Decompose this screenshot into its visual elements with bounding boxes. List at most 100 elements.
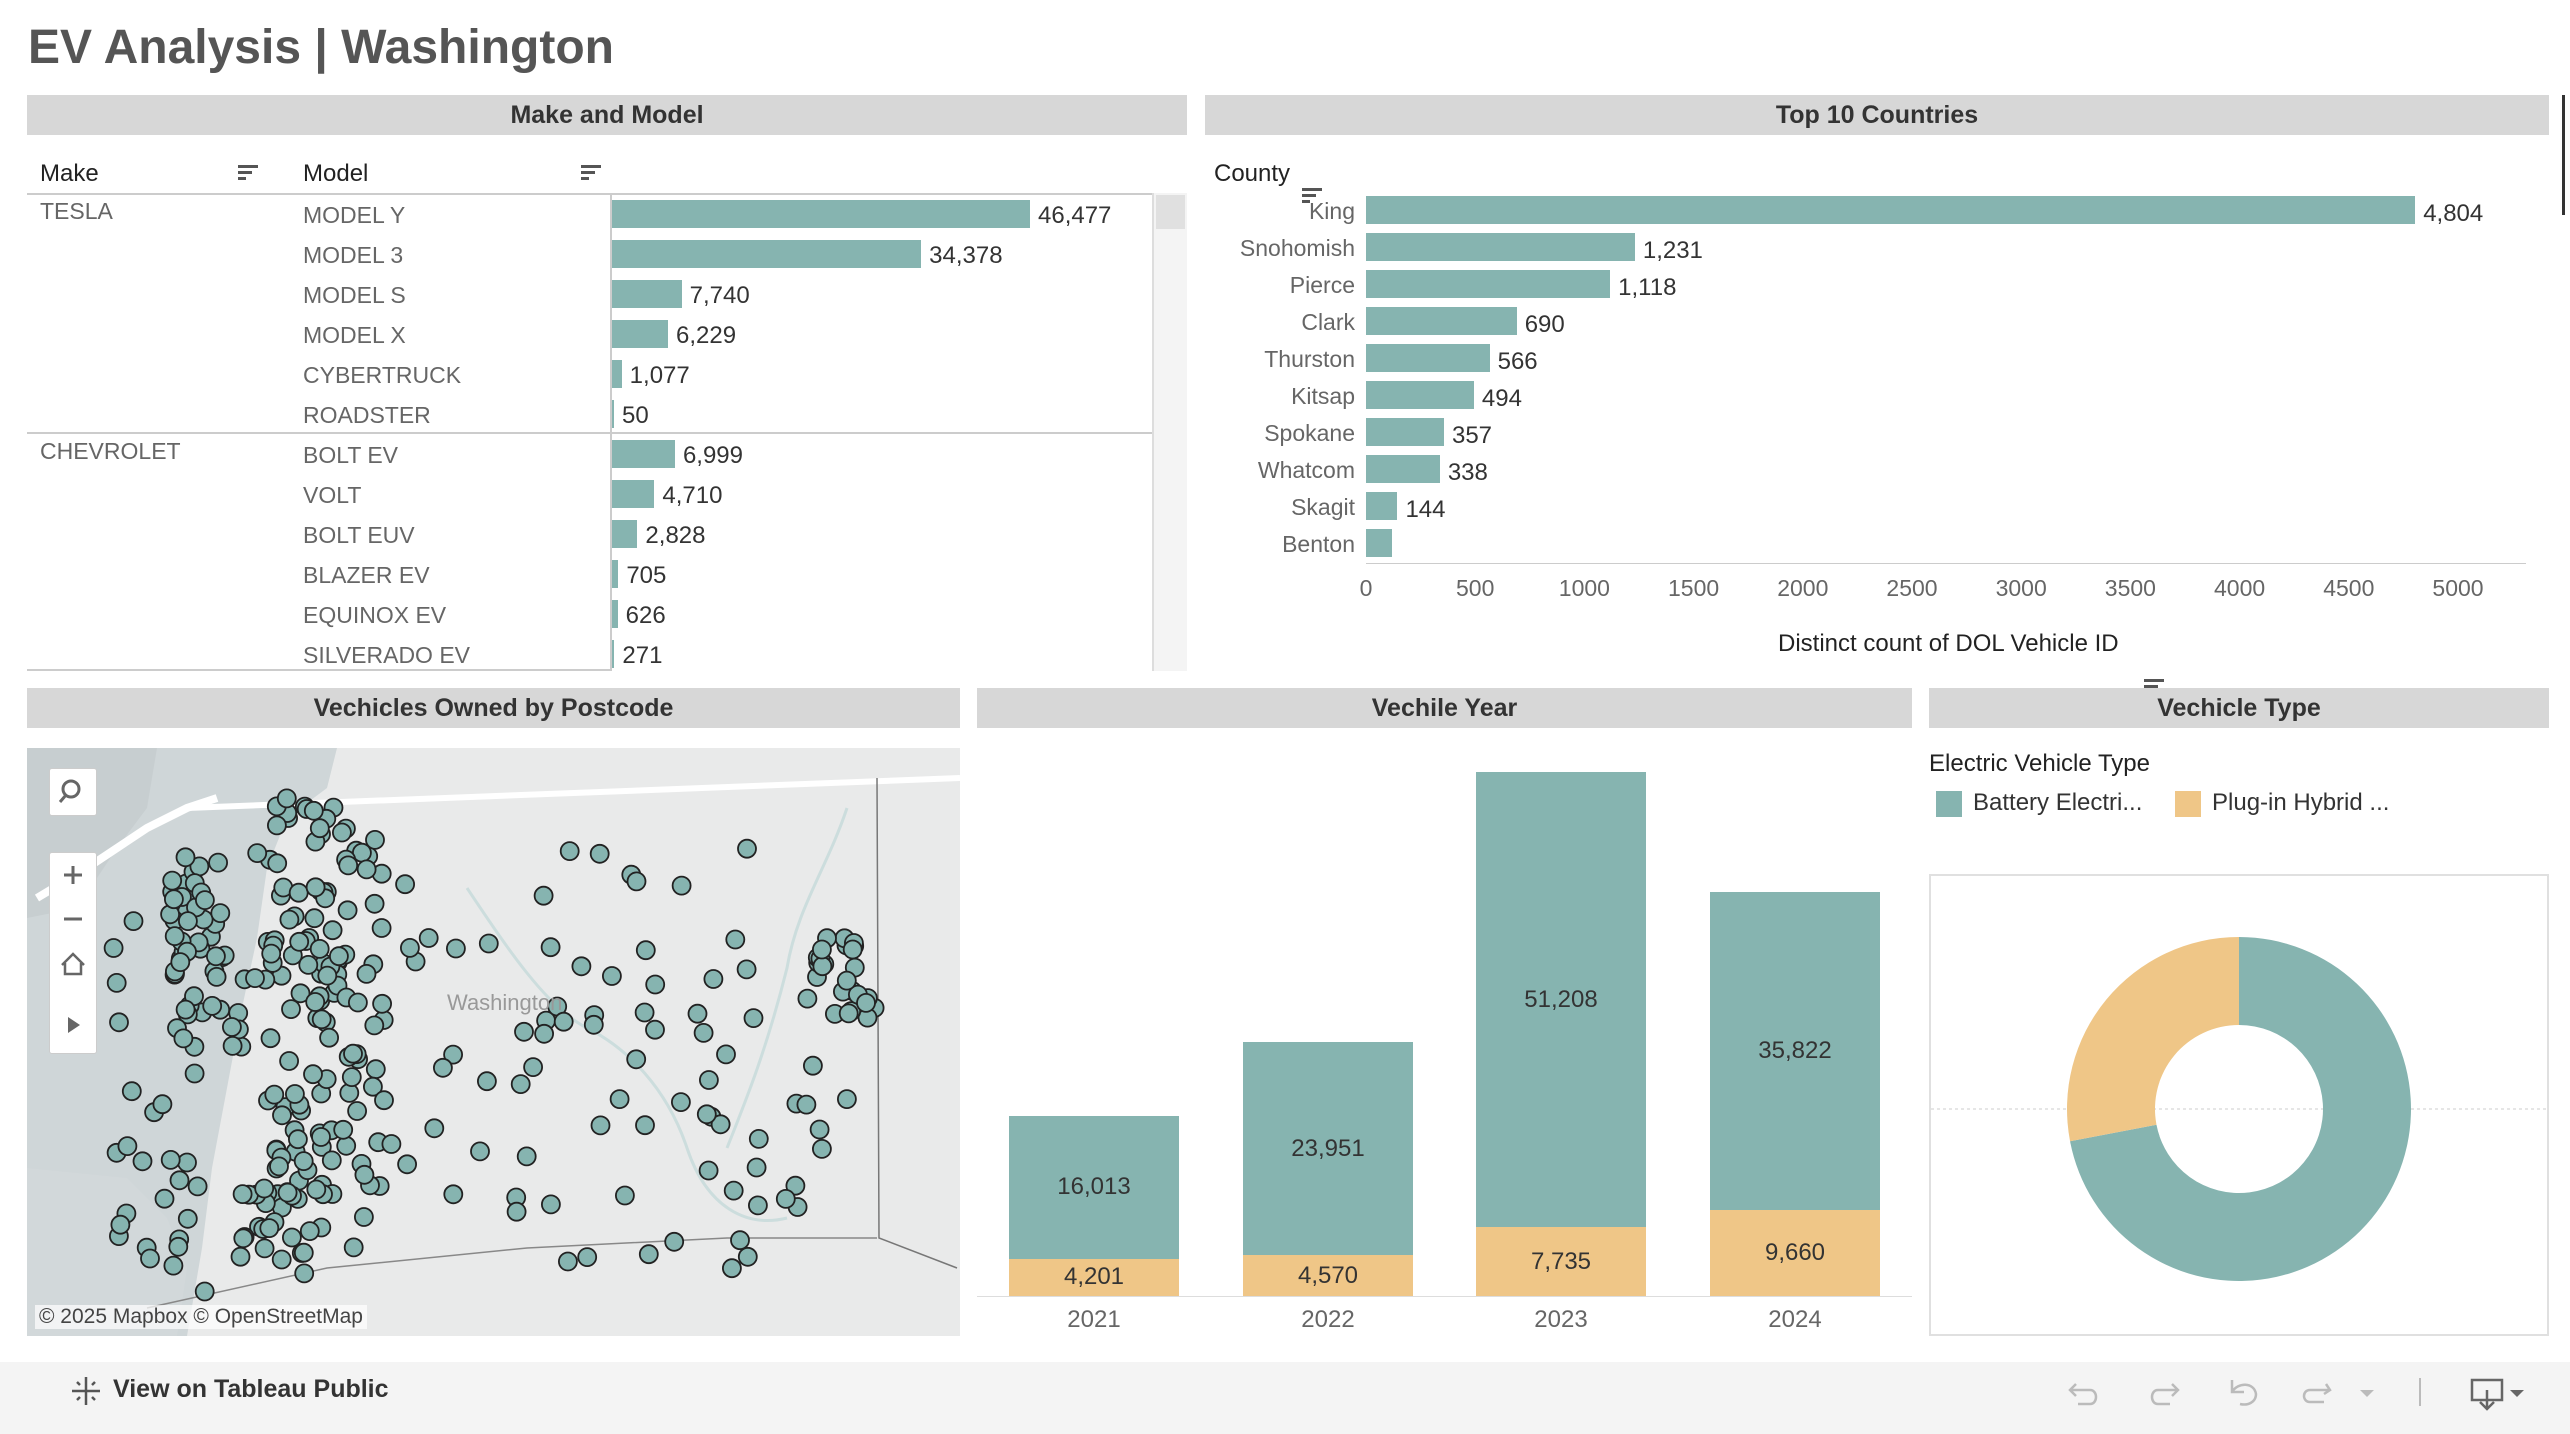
postcode-point[interactable]	[710, 1114, 731, 1135]
postcode-point[interactable]	[589, 843, 610, 864]
postcode-point[interactable]	[304, 908, 325, 929]
postcode-point[interactable]	[397, 1154, 418, 1175]
postcode-point[interactable]	[338, 855, 359, 876]
postcode-point[interactable]	[194, 1281, 215, 1302]
postcode-point[interactable]	[272, 1105, 292, 1126]
postcode-point[interactable]	[698, 1160, 719, 1181]
redo-button[interactable]	[2144, 1372, 2184, 1412]
legend-label-phev[interactable]: Plug-in Hybrid ...	[2212, 789, 2390, 816]
postcode-point[interactable]	[299, 1221, 320, 1242]
postcode-point[interactable]	[476, 1071, 497, 1092]
postcode-point[interactable]	[177, 911, 198, 932]
postcode-point[interactable]	[746, 1157, 767, 1178]
postcode-point[interactable]	[723, 1180, 744, 1201]
share-button[interactable]	[2468, 1372, 2528, 1412]
county-bar[interactable]	[1366, 492, 1398, 520]
model-bar[interactable]	[612, 320, 669, 348]
postcode-point[interactable]	[247, 843, 268, 863]
postcode-point[interactable]	[163, 1255, 184, 1276]
year-bar-phev[interactable]	[1243, 1255, 1413, 1296]
donut-slice-bev[interactable]	[2070, 937, 2411, 1281]
postcode-point[interactable]	[516, 1146, 537, 1167]
postcode-point[interactable]	[271, 1249, 292, 1270]
postcode-point[interactable]	[305, 992, 326, 1012]
postcode-point[interactable]	[210, 903, 231, 924]
year-bar-phev[interactable]	[1476, 1227, 1646, 1296]
postcode-point[interactable]	[260, 1028, 281, 1049]
postcode-point[interactable]	[540, 937, 561, 958]
postcode-point[interactable]	[558, 1251, 578, 1272]
reset-view-button[interactable]	[50, 941, 96, 985]
model-bar[interactable]	[612, 480, 655, 508]
postcode-point[interactable]	[372, 993, 393, 1014]
model-bar[interactable]	[612, 600, 618, 628]
county-bar[interactable]	[1366, 270, 1611, 298]
year-bar-bev[interactable]	[1476, 772, 1646, 1228]
postcode-point[interactable]	[232, 1184, 253, 1205]
postcode-point[interactable]	[177, 1152, 197, 1173]
postcode-point[interactable]	[293, 1242, 314, 1263]
year-bar-bev[interactable]	[1243, 1042, 1413, 1256]
postcode-point[interactable]	[432, 1057, 453, 1078]
postcode-point[interactable]	[443, 1044, 464, 1065]
postcode-point[interactable]	[177, 1208, 198, 1229]
postcode-point[interactable]	[602, 966, 622, 986]
postcode-point[interactable]	[645, 974, 666, 995]
postcode-point[interactable]	[287, 1129, 308, 1150]
postcode-point[interactable]	[797, 988, 818, 1009]
refresh-button[interactable]	[2296, 1372, 2336, 1412]
model-bar[interactable]	[612, 400, 614, 428]
postcode-point[interactable]	[309, 818, 330, 839]
postcode-point[interactable]	[170, 952, 191, 973]
model-bar[interactable]	[612, 440, 675, 468]
postcode-point[interactable]	[842, 939, 863, 960]
model-bar[interactable]	[612, 200, 1030, 228]
postcode-point[interactable]	[609, 1089, 630, 1110]
postcode-point[interactable]	[337, 900, 358, 921]
postcode-point[interactable]	[635, 1115, 655, 1136]
map-search-button[interactable]	[49, 768, 97, 816]
postcode-point[interactable]	[276, 788, 297, 809]
postcode-point[interactable]	[230, 1246, 251, 1267]
postcode-point[interactable]	[693, 1022, 714, 1043]
postcode-point[interactable]	[583, 1014, 604, 1035]
postcode-point[interactable]	[812, 956, 833, 977]
postcode-point[interactable]	[322, 920, 343, 941]
postcode-point[interactable]	[306, 1179, 327, 1200]
table-scrollbar[interactable]	[1152, 193, 1187, 671]
postcode-point[interactable]	[347, 1101, 368, 1121]
county-bar[interactable]	[1366, 381, 1474, 409]
postcode-point[interactable]	[725, 929, 746, 950]
postcode-point[interactable]	[533, 885, 554, 906]
postcode-point[interactable]	[514, 1021, 534, 1042]
sort-county-icon[interactable]	[1302, 187, 1322, 205]
postcode-point[interactable]	[803, 1055, 823, 1076]
postcode-point[interactable]	[353, 1207, 374, 1227]
postcode-point[interactable]	[154, 1188, 175, 1209]
postcode-point[interactable]	[541, 1194, 561, 1215]
postcode-point[interactable]	[175, 847, 196, 868]
postcode-point[interactable]	[730, 1230, 750, 1251]
postcode-point[interactable]	[121, 1081, 142, 1102]
postcode-point[interactable]	[319, 1027, 340, 1048]
legend-label-bev[interactable]: Battery Electri...	[1973, 789, 2143, 816]
postcode-point[interactable]	[699, 1070, 719, 1090]
year-bar-phev[interactable]	[1710, 1210, 1880, 1296]
county-bar[interactable]	[1366, 529, 1393, 557]
postcode-point[interactable]	[635, 940, 656, 961]
model-bar[interactable]	[612, 280, 682, 308]
sort-model-icon[interactable]	[581, 164, 602, 182]
postcode-point[interactable]	[187, 1176, 208, 1197]
view-on-tableau-link[interactable]: View on Tableau Public	[113, 1375, 389, 1403]
zoom-in-button[interactable]	[50, 853, 96, 897]
postcode-point[interactable]	[140, 1248, 160, 1269]
zoom-out-button[interactable]	[50, 897, 96, 941]
postcode-point[interactable]	[836, 970, 857, 991]
postcode-point[interactable]	[328, 946, 349, 967]
postcode-point[interactable]	[638, 1244, 659, 1265]
postcode-point[interactable]	[716, 1044, 736, 1065]
postcode-point[interactable]	[445, 938, 466, 959]
postcode-point[interactable]	[748, 1195, 768, 1216]
postcode-point[interactable]	[856, 992, 876, 1013]
postcode-point[interactable]	[553, 1011, 574, 1032]
